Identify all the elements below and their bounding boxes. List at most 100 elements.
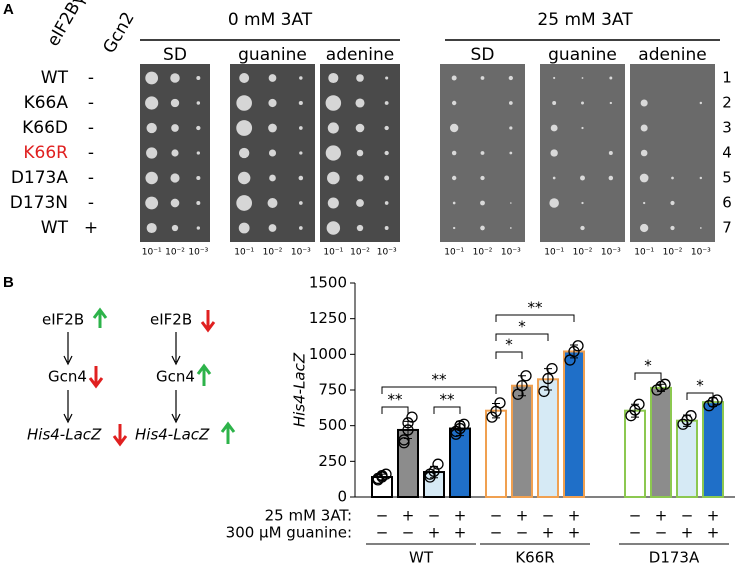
up-arrow	[92, 307, 108, 328]
spot	[699, 227, 702, 229]
significance-bracket	[381, 386, 497, 394]
arrow	[63, 390, 73, 424]
up-arrow	[196, 363, 212, 386]
spot	[145, 71, 159, 85]
data-point	[454, 420, 466, 432]
spot	[451, 100, 457, 106]
spot	[298, 226, 303, 230]
spot	[508, 101, 513, 105]
dilution: 10⁻³	[501, 248, 521, 258]
row-number: 6	[722, 194, 732, 212]
y-tick-label: 500	[318, 416, 347, 434]
bar	[624, 409, 646, 499]
spot	[452, 201, 456, 205]
condition-sign: −	[428, 507, 441, 525]
spot	[146, 147, 158, 159]
data-point	[659, 378, 671, 390]
data-point	[703, 400, 715, 412]
significance-bracket	[495, 351, 523, 359]
spot	[609, 76, 613, 80]
node: eIF2B	[150, 311, 192, 329]
significance: **	[528, 299, 544, 317]
row-number: 7	[722, 219, 732, 237]
spot	[268, 224, 277, 232]
spot	[480, 225, 485, 231]
condition-sign: +	[516, 507, 529, 525]
dilution: 10⁻³	[291, 248, 311, 258]
condition-sign: −	[655, 524, 668, 542]
spot	[298, 175, 304, 181]
spot	[550, 149, 558, 157]
strain: WT	[41, 68, 69, 88]
y-tick-label: 250	[318, 452, 347, 470]
spot	[640, 124, 648, 132]
dilution: 10⁻¹	[634, 248, 654, 258]
significance-bracket	[495, 314, 575, 322]
significance: *	[518, 318, 526, 336]
bar	[485, 409, 507, 499]
spot	[145, 171, 158, 185]
spot	[299, 126, 303, 130]
spot	[171, 224, 179, 232]
spot	[355, 123, 365, 133]
data-point	[651, 384, 663, 396]
spot	[643, 201, 646, 205]
condition-sign: −	[490, 524, 503, 542]
bar	[676, 419, 698, 499]
spot	[640, 149, 648, 157]
spot	[580, 175, 585, 181]
spot	[581, 201, 584, 205]
spot	[509, 227, 512, 229]
spot	[384, 150, 389, 156]
condition-sign: −	[490, 507, 503, 525]
spot	[510, 202, 512, 204]
data-point	[424, 471, 436, 483]
down-arrow	[112, 424, 128, 447]
condition-sign: +	[428, 524, 441, 542]
spot	[480, 175, 485, 181]
row-number: 3	[722, 119, 732, 137]
y-tick-label: 0	[337, 488, 347, 506]
spot	[299, 76, 303, 80]
spot	[196, 76, 201, 80]
dilution: 10⁻²	[350, 248, 370, 258]
y-tick-label: 750	[318, 381, 347, 399]
spot	[239, 73, 250, 83]
strain: D173N	[10, 193, 68, 213]
spot	[451, 175, 457, 181]
significance-bracket	[686, 392, 714, 400]
dilution: 10⁻¹	[444, 248, 464, 258]
medium: SD	[471, 45, 495, 65]
spot	[171, 124, 179, 132]
node: Gcn4	[156, 368, 195, 386]
spot	[356, 174, 364, 182]
data-point	[398, 434, 410, 446]
arrow	[63, 332, 73, 366]
spot	[325, 145, 341, 161]
spot	[356, 224, 364, 232]
spot	[608, 175, 614, 181]
spot	[580, 225, 585, 231]
x-tick-label: K66R	[515, 549, 554, 567]
condition-sign: +	[454, 524, 467, 542]
medium: adenine	[326, 45, 394, 65]
condition-sign: −	[376, 507, 389, 525]
spot	[581, 126, 584, 130]
data-point	[538, 385, 550, 398]
row-number: 1	[722, 69, 732, 87]
spot	[699, 176, 703, 180]
significance-bracket	[433, 406, 461, 414]
data-point	[520, 370, 532, 382]
spot	[326, 221, 341, 235]
bar	[702, 401, 724, 499]
spot	[699, 101, 703, 105]
condition-sign: −	[542, 507, 555, 525]
significance: *	[696, 377, 704, 395]
dilution: 10⁻¹	[142, 248, 162, 258]
condition: 25 mM 3AT	[537, 10, 633, 30]
node: His4-LacZ	[27, 426, 102, 444]
dilution: 10⁻²	[573, 248, 593, 258]
spot	[640, 223, 649, 233]
